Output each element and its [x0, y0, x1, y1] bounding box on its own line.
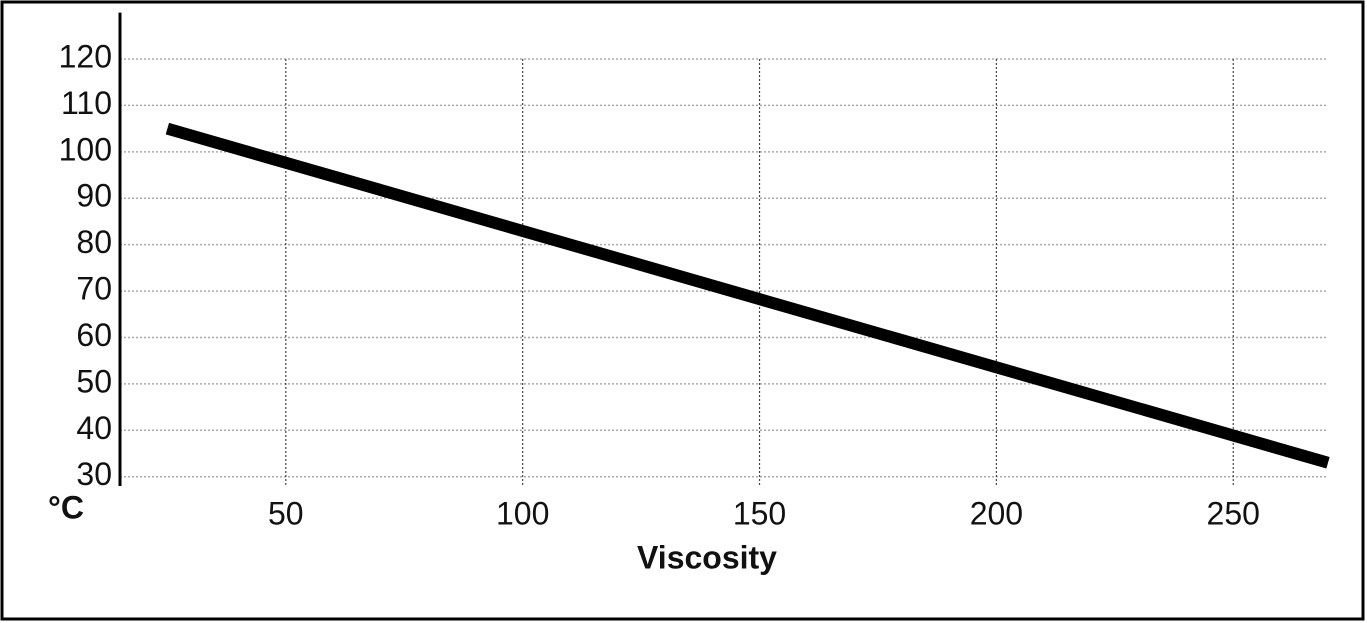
y-tick-label: 50: [76, 363, 112, 399]
y-tick-label: 30: [76, 456, 112, 492]
y-tick-label: 80: [76, 224, 112, 260]
x-tick-label: 50: [268, 495, 304, 531]
y-tick-label: 70: [76, 271, 112, 307]
y-tick-label: 40: [76, 410, 112, 446]
y-tick-label: 120: [59, 38, 112, 74]
y-axis-label: °C: [48, 489, 84, 525]
x-tick-label: 200: [970, 495, 1023, 531]
x-axis-label: Viscosity: [637, 539, 777, 575]
x-tick-label: 100: [496, 495, 549, 531]
y-tick-label: 110: [61, 85, 112, 121]
x-tick-label: 150: [733, 495, 786, 531]
data-line: [165, 122, 1330, 469]
x-tick-label: 250: [1207, 495, 1260, 531]
y-tick-label: 90: [76, 178, 112, 214]
y-tick-label: 100: [59, 131, 112, 167]
y-tick-label: 60: [76, 317, 112, 353]
